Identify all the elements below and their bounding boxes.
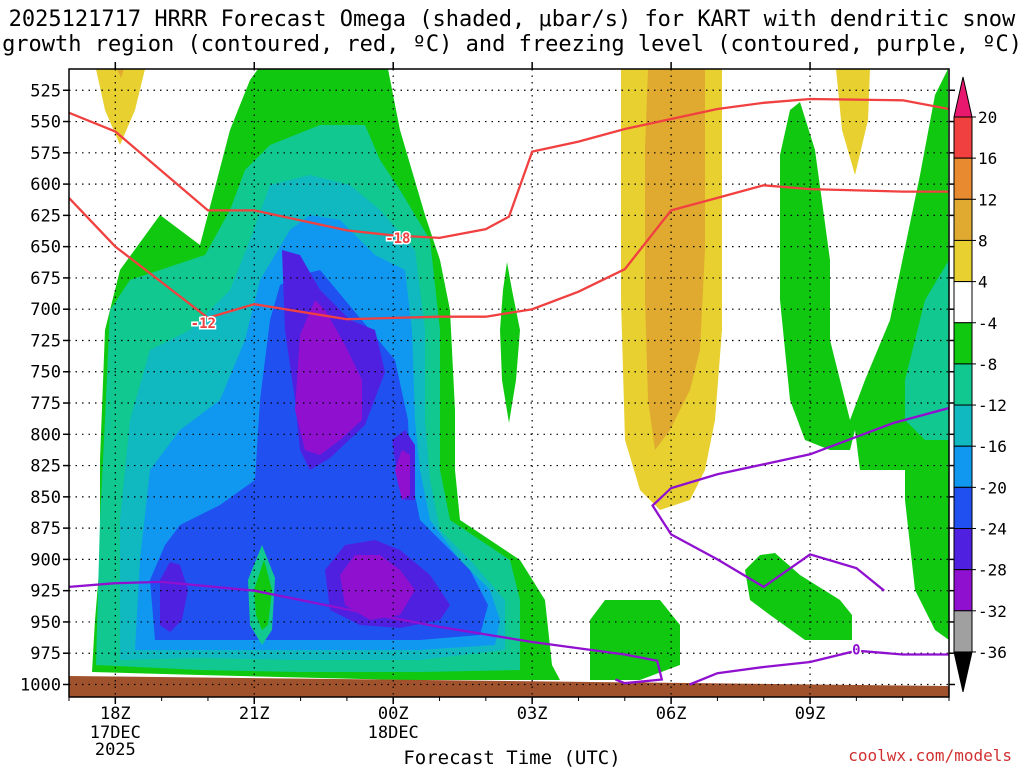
x-tick-date: 18DEC bbox=[368, 723, 419, 743]
plot-frame bbox=[68, 68, 950, 698]
y-tick-label: 925 bbox=[30, 582, 61, 602]
contour-label: -18 bbox=[385, 231, 410, 247]
colorbar-swatch bbox=[953, 404, 973, 447]
colorbar-swatch bbox=[953, 239, 973, 283]
contour-line bbox=[689, 649, 949, 686]
y-tick-label: 1000 bbox=[20, 675, 61, 695]
colorbar-label: -32 bbox=[978, 602, 1007, 621]
colorbar-swatch bbox=[953, 610, 973, 653]
colorbar-swatch bbox=[953, 486, 973, 530]
x-tick-label: 09Z bbox=[795, 704, 826, 724]
colorbar-label: 4 bbox=[978, 273, 988, 292]
colorbar-label: 20 bbox=[978, 108, 997, 127]
y-tick-label: 850 bbox=[30, 488, 61, 508]
colorbar-label: -4 bbox=[978, 314, 997, 333]
omega-region-yellow bbox=[96, 69, 145, 145]
omega-region-orange bbox=[117, 69, 124, 78]
contour-label: 0 bbox=[852, 642, 860, 658]
colorbar-swatch bbox=[953, 569, 973, 612]
omega-region-yellow bbox=[836, 69, 870, 175]
omega-region-green bbox=[500, 262, 520, 423]
y-tick-label: 600 bbox=[30, 175, 61, 195]
colorbar-swatch bbox=[953, 528, 973, 571]
colorbar-label: -20 bbox=[978, 478, 1007, 497]
chart-title-line-2: growth region (contoured, red, ºC) and f… bbox=[2, 32, 1022, 57]
y-tick-label: 975 bbox=[30, 644, 61, 664]
y-tick-label: 750 bbox=[30, 363, 61, 383]
y-tick-label: 650 bbox=[30, 238, 61, 258]
y-tick-label: 875 bbox=[30, 519, 61, 539]
y-tick-label: 800 bbox=[30, 425, 61, 445]
colorbar-swatch bbox=[953, 445, 973, 488]
colorbar: 20 16 12 8 4 -4 -8 -12 -16 -20 -24 -28 -32 -36 bbox=[953, 76, 1007, 693]
colorbar-label: -36 bbox=[978, 643, 1007, 662]
omega-region-green bbox=[254, 560, 272, 630]
y-tick-label: 550 bbox=[30, 113, 61, 133]
colorbar-label: 16 bbox=[978, 149, 997, 168]
omega-region-green bbox=[745, 553, 852, 640]
omega-region-orange bbox=[645, 69, 705, 450]
y-tick-label: 825 bbox=[30, 457, 61, 477]
x-tick-label: 06Z bbox=[656, 704, 687, 724]
omega-region-teal bbox=[905, 260, 949, 440]
omega-region-purple bbox=[340, 555, 415, 620]
y-tick-label: 625 bbox=[30, 206, 61, 226]
y-tick-label: 950 bbox=[30, 613, 61, 633]
colorbar-label: -28 bbox=[978, 561, 1007, 580]
x-tick-label: 21Z bbox=[239, 704, 270, 724]
grid bbox=[69, 69, 949, 697]
omega-region-purple bbox=[295, 300, 362, 455]
omega-region-green bbox=[780, 69, 949, 640]
x-tick-year: 2025 bbox=[95, 740, 136, 760]
colorbar-bottom-arrow bbox=[953, 651, 973, 693]
contour-labels: -18 -12 0 bbox=[189, 229, 862, 660]
y-tick-label: 525 bbox=[30, 81, 61, 101]
colorbar-top-arrow bbox=[953, 76, 973, 118]
contour-line bbox=[69, 580, 664, 685]
chart-title-line-1: 2025121717 HRRR Forecast Omega (shaded, … bbox=[8, 7, 1016, 32]
y-tick-label: 575 bbox=[30, 144, 61, 164]
omega-region-green bbox=[590, 600, 680, 680]
colorbar-label: -24 bbox=[978, 520, 1007, 539]
x-axis-title: Forecast Time (UTC) bbox=[403, 747, 621, 769]
omega-region-purple bbox=[395, 450, 410, 500]
colorbar-label: -8 bbox=[978, 355, 997, 374]
colorbar-swatch bbox=[953, 322, 973, 365]
colorbar-label: -16 bbox=[978, 437, 1007, 456]
x-tick-label: 03Z bbox=[517, 704, 548, 724]
x-tick-date: 17DEC bbox=[90, 723, 141, 743]
omega-shading bbox=[92, 69, 949, 680]
y-tick-label: 900 bbox=[30, 550, 61, 570]
colorbar-label: -12 bbox=[978, 396, 1007, 415]
colorbar-label: 12 bbox=[978, 190, 997, 209]
colorbar-swatch bbox=[953, 363, 973, 406]
terrain-fill bbox=[69, 676, 949, 697]
colorbar-swatch bbox=[953, 157, 973, 200]
colorbar-swatch bbox=[953, 281, 973, 324]
credit-text: coolwx.com/models bbox=[848, 746, 1012, 765]
x-tick-label: 00Z bbox=[378, 704, 409, 724]
contour-line bbox=[651, 406, 949, 592]
y-tick-label: 725 bbox=[30, 331, 61, 351]
y-tick-label: 675 bbox=[30, 269, 61, 289]
omega-region-indigo bbox=[160, 562, 188, 632]
contours bbox=[69, 97, 949, 686]
y-tick-label: 700 bbox=[30, 300, 61, 320]
x-tick-label: 18Z bbox=[100, 704, 131, 724]
colorbar-swatch bbox=[953, 198, 973, 241]
colorbar-label: 8 bbox=[978, 231, 988, 250]
colorbar-swatch bbox=[953, 116, 973, 159]
y-tick-label: 775 bbox=[30, 394, 61, 414]
contour-line bbox=[69, 97, 949, 240]
contour-label: -12 bbox=[191, 316, 216, 332]
contour-line bbox=[69, 184, 949, 321]
